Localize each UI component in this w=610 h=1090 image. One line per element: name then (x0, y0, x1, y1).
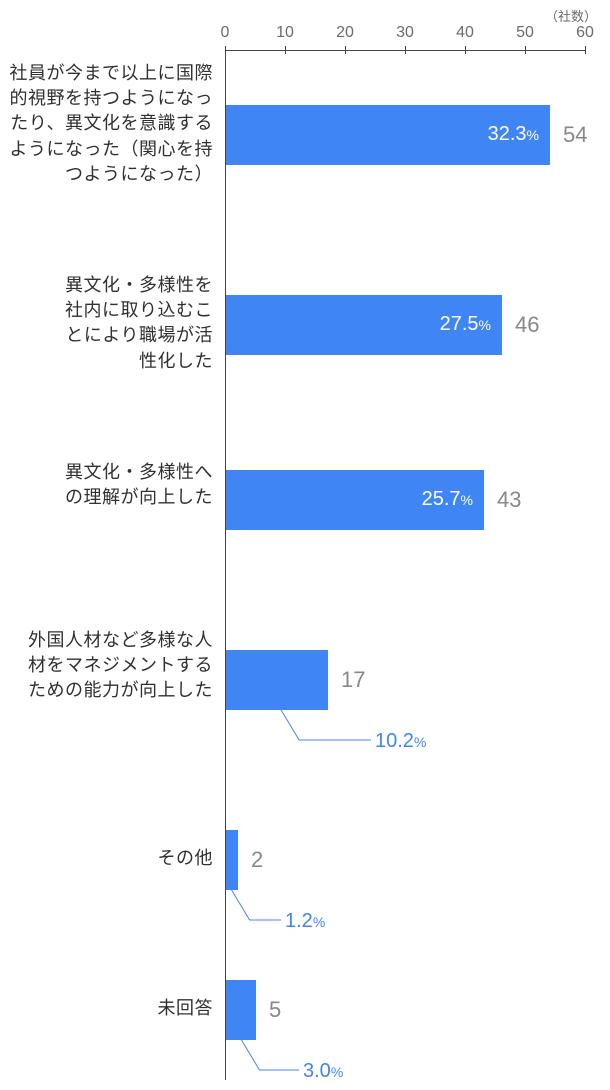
bar-chart: （社数） 0102030405060社員が今まで以上に国際的視野を持つようになっ… (0, 0, 610, 1090)
leader-line (0, 0, 610, 1090)
